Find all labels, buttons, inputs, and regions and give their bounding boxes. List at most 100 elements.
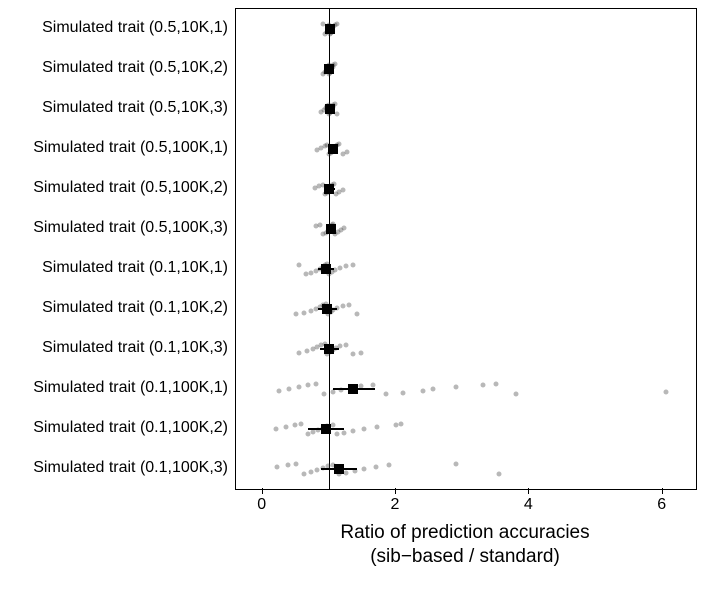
y-axis-label: Simulated trait (0.1,100K,2) bbox=[33, 419, 228, 437]
summary-point bbox=[322, 304, 332, 314]
data-point bbox=[284, 425, 289, 430]
plot-panel bbox=[235, 8, 697, 490]
x-axis-title-line1-text: Ratio of prediction accuracies bbox=[340, 522, 589, 543]
y-axis-label: Simulated trait (0.1,100K,3) bbox=[33, 459, 228, 477]
data-point bbox=[287, 387, 292, 392]
x-tick bbox=[395, 488, 396, 494]
summary-point bbox=[324, 344, 334, 354]
data-point bbox=[344, 149, 349, 154]
data-point bbox=[355, 312, 360, 317]
y-axis-label: Simulated trait (0.5,10K,1) bbox=[42, 19, 228, 37]
x-tick-label: 6 bbox=[657, 496, 666, 514]
data-point bbox=[387, 463, 392, 468]
x-tick bbox=[662, 488, 663, 494]
data-point bbox=[664, 389, 669, 394]
data-point bbox=[362, 467, 367, 472]
data-point bbox=[342, 226, 347, 231]
data-point bbox=[494, 381, 499, 386]
x-axis-title-line2-text: (sib−based / standard) bbox=[370, 546, 560, 567]
y-axis-label: Simulated trait (0.5,10K,3) bbox=[42, 99, 228, 117]
data-point bbox=[430, 387, 435, 392]
x-tick bbox=[528, 488, 529, 494]
x-tick-label: 2 bbox=[391, 496, 400, 514]
data-point bbox=[344, 342, 349, 347]
x-tick-label: 4 bbox=[524, 496, 533, 514]
data-point bbox=[308, 469, 313, 474]
y-axis-label: Simulated trait (0.5,100K,3) bbox=[33, 219, 228, 237]
data-point bbox=[274, 427, 279, 432]
data-point bbox=[454, 461, 459, 466]
data-point bbox=[335, 432, 340, 437]
x-tick-label: 0 bbox=[257, 496, 266, 514]
x-axis-title-line2: (sib−based / standard) bbox=[235, 546, 695, 568]
data-point bbox=[497, 471, 502, 476]
summary-point bbox=[325, 104, 335, 114]
data-point bbox=[318, 222, 323, 227]
data-point bbox=[480, 383, 485, 388]
summary-point bbox=[348, 384, 358, 394]
data-point bbox=[335, 21, 340, 26]
data-point bbox=[375, 425, 380, 430]
data-point bbox=[322, 391, 327, 396]
data-point bbox=[304, 348, 309, 353]
data-point bbox=[394, 423, 399, 428]
summary-point bbox=[334, 464, 344, 474]
data-point bbox=[299, 421, 304, 426]
summary-point bbox=[326, 224, 336, 234]
x-axis-ticks: 0 2 4 6 bbox=[235, 488, 695, 518]
data-point bbox=[286, 463, 291, 468]
y-axis-label: Simulated trait (0.1,10K,2) bbox=[42, 299, 228, 317]
data-point bbox=[314, 381, 319, 386]
summary-point bbox=[324, 184, 334, 194]
data-point bbox=[340, 304, 345, 309]
data-point bbox=[350, 352, 355, 357]
y-axis-label: Simulated trait (0.1,100K,1) bbox=[33, 379, 228, 397]
data-point bbox=[308, 270, 313, 275]
data-point bbox=[277, 388, 282, 393]
data-point bbox=[344, 264, 349, 269]
data-point bbox=[454, 385, 459, 390]
x-axis-title-line1: Ratio of prediction accuracies bbox=[235, 522, 695, 544]
summary-point bbox=[321, 424, 331, 434]
data-point bbox=[306, 431, 311, 436]
data-point bbox=[359, 350, 364, 355]
data-point bbox=[297, 350, 302, 355]
y-axis-label: Simulated trait (0.5,100K,2) bbox=[33, 179, 228, 197]
data-point bbox=[340, 187, 345, 192]
data-point bbox=[400, 390, 405, 395]
data-point bbox=[420, 388, 425, 393]
data-point bbox=[297, 262, 302, 267]
figure-root: Simulated trait (0.5,10K,1) Simulated tra… bbox=[0, 0, 709, 589]
data-point bbox=[294, 461, 299, 466]
summary-point bbox=[328, 144, 338, 154]
summary-point bbox=[321, 264, 331, 274]
data-point bbox=[294, 312, 299, 317]
y-axis-label: Simulated trait (0.1,10K,1) bbox=[42, 259, 228, 277]
data-point bbox=[302, 471, 307, 476]
data-point bbox=[306, 383, 311, 388]
data-point bbox=[514, 391, 519, 396]
summary-point bbox=[325, 24, 335, 34]
data-point bbox=[297, 385, 302, 390]
data-point bbox=[370, 382, 375, 387]
data-point bbox=[362, 427, 367, 432]
plot-content bbox=[236, 9, 696, 489]
data-point bbox=[350, 428, 355, 433]
data-point bbox=[338, 266, 343, 271]
data-point bbox=[275, 465, 280, 470]
data-point bbox=[315, 467, 320, 472]
summary-point bbox=[324, 64, 334, 74]
data-point bbox=[399, 421, 404, 426]
data-point bbox=[384, 392, 389, 397]
data-point bbox=[347, 302, 352, 307]
data-point bbox=[302, 310, 307, 315]
data-point bbox=[292, 423, 297, 428]
data-point bbox=[374, 465, 379, 470]
y-axis-labels: Simulated trait (0.5,10K,1) Simulated tra… bbox=[0, 8, 228, 488]
y-axis-label: Simulated trait (0.5,100K,1) bbox=[33, 139, 228, 157]
y-axis-label: Simulated trait (0.5,10K,2) bbox=[42, 59, 228, 77]
y-axis-label: Simulated trait (0.1,10K,3) bbox=[42, 339, 228, 357]
data-point bbox=[350, 262, 355, 267]
x-tick bbox=[262, 488, 263, 494]
data-point bbox=[308, 308, 313, 313]
